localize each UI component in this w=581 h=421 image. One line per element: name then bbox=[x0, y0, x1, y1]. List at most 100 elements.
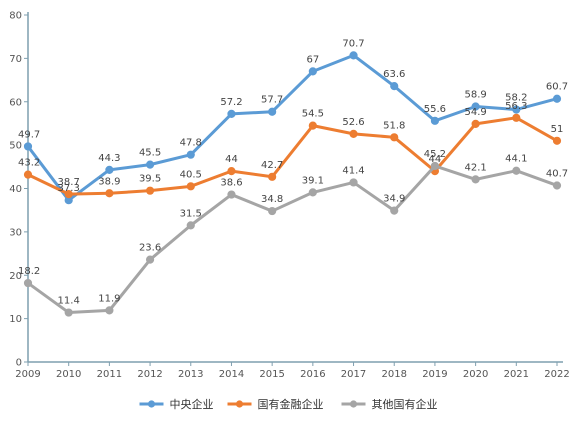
data-label: 42.1 bbox=[464, 162, 486, 173]
data-label: 54.9 bbox=[464, 107, 486, 118]
x-tick-label: 2009 bbox=[15, 369, 40, 380]
data-label: 58.9 bbox=[464, 90, 486, 101]
data-label: 47.8 bbox=[180, 138, 202, 149]
data-point bbox=[145, 160, 155, 169]
legend-label: 中央企业 bbox=[170, 397, 214, 411]
data-label: 11.4 bbox=[58, 296, 80, 307]
series-2-labels: 43.2 38.7 38.9 39.5 40.5 44 42.7 54.5 52.6 51.8 44… bbox=[18, 101, 563, 188]
data-point bbox=[390, 206, 399, 215]
y-tick-label: 80 bbox=[9, 11, 22, 22]
data-point bbox=[552, 136, 562, 145]
data-label: 34.9 bbox=[383, 194, 405, 205]
data-point bbox=[23, 170, 33, 179]
data-point bbox=[308, 67, 317, 76]
data-point bbox=[308, 188, 317, 197]
data-label: 44 bbox=[429, 154, 442, 165]
x-tick-label: 2014 bbox=[219, 369, 244, 380]
legend: 中央企业 国有金融企业 其他国有企业 bbox=[139, 397, 438, 411]
data-label: 52.6 bbox=[342, 117, 364, 128]
data-point bbox=[145, 186, 155, 195]
data-label: 51 bbox=[551, 124, 564, 135]
data-point bbox=[105, 189, 114, 198]
data-label: 58.2 bbox=[505, 93, 527, 104]
x-tick-label: 2019 bbox=[422, 369, 447, 380]
data-point bbox=[471, 175, 480, 184]
data-label: 55.6 bbox=[424, 104, 446, 115]
data-label: 45.5 bbox=[139, 148, 161, 159]
data-point bbox=[471, 102, 480, 111]
data-label: 37.3 bbox=[58, 183, 80, 194]
y-tick-label: 10 bbox=[9, 314, 22, 325]
data-point bbox=[349, 178, 358, 187]
series-line bbox=[26, 53, 558, 202]
data-point bbox=[349, 129, 358, 138]
x-tick-label: 2015 bbox=[259, 369, 284, 380]
y-tick-label: 60 bbox=[9, 97, 22, 108]
series-3-labels: 18.2 11.4 11.9 23.6 31.5 38.6 34.8 39.1 41.4 34.9… bbox=[18, 149, 568, 307]
y-tick-label: 70 bbox=[9, 54, 22, 65]
data-label: 45.2 bbox=[424, 149, 446, 160]
data-label: 34.8 bbox=[261, 194, 283, 205]
x-tick-label: 2017 bbox=[341, 369, 366, 380]
x-tick-label: 2018 bbox=[382, 369, 407, 380]
legend-item: 国有金融企业 bbox=[227, 397, 324, 411]
data-label: 57.2 bbox=[220, 97, 242, 108]
data-label: 70.7 bbox=[342, 38, 364, 49]
data-point bbox=[512, 113, 521, 122]
data-point bbox=[471, 119, 480, 128]
data-label: 44 bbox=[225, 154, 238, 165]
data-label: 49.7 bbox=[18, 129, 40, 140]
data-point bbox=[268, 206, 277, 216]
x-tick-label: 2011 bbox=[97, 369, 122, 380]
data-point bbox=[512, 105, 521, 114]
data-label: 44.1 bbox=[505, 154, 527, 165]
data-point bbox=[186, 150, 195, 159]
legend-marker bbox=[147, 400, 156, 408]
data-label: 44.3 bbox=[98, 153, 120, 164]
data-point bbox=[145, 255, 155, 264]
data-point bbox=[552, 181, 562, 190]
data-point bbox=[64, 308, 73, 317]
data-point bbox=[512, 166, 521, 175]
data-point bbox=[227, 109, 236, 118]
data-label: 43.2 bbox=[18, 158, 40, 169]
legend-label: 国有金融企业 bbox=[258, 397, 324, 411]
data-label: 60.7 bbox=[546, 82, 568, 93]
x-tick-label: 2012 bbox=[137, 369, 162, 380]
legend-marker bbox=[349, 400, 358, 408]
series-line bbox=[27, 116, 558, 196]
data-point bbox=[105, 306, 114, 315]
data-label: 63.6 bbox=[383, 69, 405, 80]
data-point bbox=[64, 190, 73, 199]
series-1-labels: 49.7 37.3 44.3 45.5 47.8 57.2 57.7 67 70.7 63.6 55… bbox=[18, 38, 568, 194]
data-label: 39.1 bbox=[302, 175, 324, 186]
data-label: 57.7 bbox=[261, 95, 283, 106]
data-label: 40.7 bbox=[546, 168, 568, 179]
data-point bbox=[105, 165, 114, 174]
x-tick-label: 2016 bbox=[300, 369, 325, 380]
y-tick-label: 50 bbox=[9, 141, 22, 152]
y-tick-label: 30 bbox=[9, 227, 22, 238]
series-1 bbox=[23, 51, 562, 205]
y-tick-label: 0 bbox=[16, 358, 22, 369]
x-tick-label: 2022 bbox=[544, 369, 569, 380]
data-label: 40.5 bbox=[180, 169, 202, 180]
data-label: 11.9 bbox=[98, 293, 120, 304]
data-label: 23.6 bbox=[139, 243, 161, 254]
data-label: 31.5 bbox=[180, 208, 202, 219]
data-point bbox=[23, 142, 33, 151]
data-point bbox=[268, 107, 277, 116]
y-tick-label: 40 bbox=[9, 184, 22, 195]
data-point bbox=[268, 172, 277, 181]
data-label: 42.7 bbox=[261, 160, 283, 171]
data-label: 67 bbox=[306, 54, 319, 65]
series-line bbox=[27, 164, 558, 315]
legend-label: 其他国有企业 bbox=[372, 397, 438, 411]
data-label: 41.4 bbox=[342, 165, 364, 176]
data-label: 38.9 bbox=[98, 176, 120, 187]
data-point bbox=[186, 221, 195, 230]
data-point bbox=[430, 161, 440, 171]
data-point bbox=[186, 182, 195, 191]
